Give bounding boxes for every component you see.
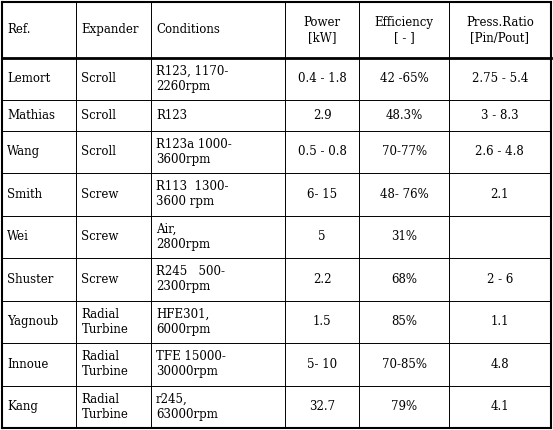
- Text: Scroll: Scroll: [81, 72, 117, 86]
- Text: Scroll: Scroll: [81, 145, 117, 158]
- Text: Shuster: Shuster: [7, 273, 54, 286]
- Text: Power
[kW]: Power [kW]: [304, 16, 341, 44]
- Text: Screw: Screw: [81, 273, 119, 286]
- Text: Yagnoub: Yagnoub: [7, 315, 58, 328]
- Text: 3 - 8.3: 3 - 8.3: [481, 109, 519, 122]
- Text: R123a 1000-
3600rpm: R123a 1000- 3600rpm: [156, 138, 232, 166]
- Text: Efficiency
[ - ]: Efficiency [ - ]: [374, 16, 434, 44]
- Text: 5: 5: [319, 230, 326, 243]
- Text: R123, 1170-
2260rpm: R123, 1170- 2260rpm: [156, 65, 228, 93]
- Text: Expander: Expander: [81, 23, 139, 36]
- Text: 6- 15: 6- 15: [307, 188, 337, 201]
- Text: 2.9: 2.9: [313, 109, 331, 122]
- Text: Radial
Turbine: Radial Turbine: [81, 350, 128, 378]
- Text: Mathias: Mathias: [7, 109, 55, 122]
- Text: r245,
63000rpm: r245, 63000rpm: [156, 393, 218, 421]
- Text: Air,
2800rpm: Air, 2800rpm: [156, 223, 210, 251]
- Text: Wang: Wang: [7, 145, 40, 158]
- Text: 4.1: 4.1: [491, 400, 509, 413]
- Text: Press.Ratio
[Pin/Pout]: Press.Ratio [Pin/Pout]: [466, 16, 534, 44]
- Text: Wei: Wei: [7, 230, 29, 243]
- Text: Radial
Turbine: Radial Turbine: [81, 308, 128, 336]
- Text: 2.2: 2.2: [313, 273, 331, 286]
- Text: Conditions: Conditions: [156, 23, 220, 36]
- Text: 70-85%: 70-85%: [382, 358, 426, 371]
- Text: 85%: 85%: [391, 315, 417, 328]
- Text: 48- 76%: 48- 76%: [380, 188, 429, 201]
- Text: 2 - 6: 2 - 6: [487, 273, 513, 286]
- Text: 0.5 - 0.8: 0.5 - 0.8: [298, 145, 347, 158]
- Text: Scroll: Scroll: [81, 109, 117, 122]
- Text: 2.75 - 5.4: 2.75 - 5.4: [472, 72, 528, 86]
- Text: 48.3%: 48.3%: [385, 109, 422, 122]
- Text: R123: R123: [156, 109, 187, 122]
- Text: 4.8: 4.8: [491, 358, 509, 371]
- Text: Lemort: Lemort: [7, 72, 50, 86]
- Text: Ref.: Ref.: [7, 23, 30, 36]
- Text: R113  1300-
3600 rpm: R113 1300- 3600 rpm: [156, 180, 228, 208]
- Text: 70-77%: 70-77%: [382, 145, 426, 158]
- Text: 5- 10: 5- 10: [307, 358, 337, 371]
- Text: Kang: Kang: [7, 400, 38, 413]
- Text: Smith: Smith: [7, 188, 42, 201]
- Text: Screw: Screw: [81, 188, 119, 201]
- Text: TFE 15000-
30000rpm: TFE 15000- 30000rpm: [156, 350, 226, 378]
- Text: 2.1: 2.1: [491, 188, 509, 201]
- Text: HFE301,
6000rpm: HFE301, 6000rpm: [156, 308, 210, 336]
- Text: R245   500-
2300rpm: R245 500- 2300rpm: [156, 265, 225, 293]
- Text: Screw: Screw: [81, 230, 119, 243]
- Text: 2.6 - 4.8: 2.6 - 4.8: [476, 145, 524, 158]
- Text: 79%: 79%: [391, 400, 417, 413]
- Text: 1.1: 1.1: [491, 315, 509, 328]
- Text: Radial
Turbine: Radial Turbine: [81, 393, 128, 421]
- Text: 32.7: 32.7: [309, 400, 335, 413]
- Text: Innoue: Innoue: [7, 358, 48, 371]
- Text: 31%: 31%: [391, 230, 417, 243]
- Text: 1.5: 1.5: [313, 315, 331, 328]
- Text: 68%: 68%: [391, 273, 417, 286]
- Text: 42 -65%: 42 -65%: [380, 72, 429, 86]
- Text: 0.4 - 1.8: 0.4 - 1.8: [298, 72, 347, 86]
